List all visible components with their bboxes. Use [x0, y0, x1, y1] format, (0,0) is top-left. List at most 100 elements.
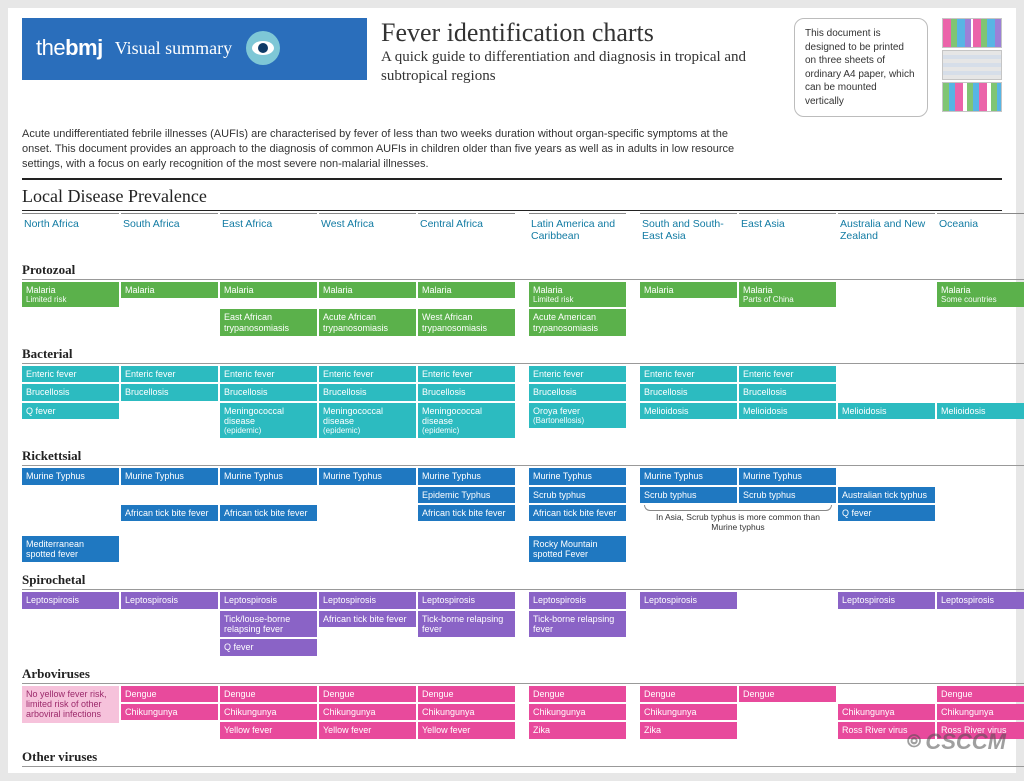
empty-cell	[739, 309, 836, 323]
disease-cell: Australian tick typhus	[838, 487, 935, 503]
disease-cell: Leptospirosis	[418, 592, 515, 608]
disease-cell: Zika	[640, 722, 737, 738]
disease-cell: Chikungunya	[838, 704, 935, 720]
disease-cell: Brucellosis	[739, 384, 836, 400]
visual-summary-label: Visual summary	[115, 38, 232, 59]
print-note: This document is designed to be printed …	[794, 18, 928, 117]
disease-cell: Brucellosis	[220, 384, 317, 400]
disease-cell: Malaria	[640, 282, 737, 298]
empty-cell	[739, 592, 836, 606]
disease-cell: Malaria	[418, 282, 515, 298]
page-thumbnails	[942, 18, 1002, 112]
disease-cell: Malaria	[121, 282, 218, 298]
empty-cell	[121, 536, 218, 550]
disease-cell: Brucellosis	[529, 384, 626, 400]
disease-cell: MalariaParts of China	[739, 282, 836, 308]
disease-cell: Murine Typhus	[319, 468, 416, 484]
empty-cell	[739, 639, 836, 653]
disease-cell: Oroya fever(Bartonellosis)	[529, 403, 626, 429]
column-header: Central Africa	[418, 213, 515, 240]
empty-cell	[739, 704, 836, 718]
empty-cell	[937, 384, 1024, 398]
disease-cell: Scrub typhus	[739, 487, 836, 503]
disease-cell: Malaria	[220, 282, 317, 298]
disease-cell: Yellow fever	[319, 722, 416, 738]
disease-cell: Murine Typhus	[739, 468, 836, 484]
empty-cell	[640, 536, 737, 550]
empty-cell	[529, 639, 626, 653]
empty-cell	[937, 505, 1024, 519]
empty-cell	[418, 639, 515, 653]
empty-cell	[220, 487, 317, 501]
column-header: Latin America and Caribbean	[529, 213, 626, 252]
category-label: Arboviruses	[22, 660, 1024, 684]
disease-cell: Brucellosis	[319, 384, 416, 400]
disease-cell: Melioidosis	[739, 403, 836, 419]
column-header: East Africa	[220, 213, 317, 240]
disease-cell: Murine Typhus	[220, 468, 317, 484]
empty-cell	[838, 309, 935, 323]
disease-cell: African tick bite fever	[319, 611, 416, 627]
empty-cell	[838, 686, 935, 700]
disease-cell: Tick-borne relapsing fever	[529, 611, 626, 638]
disease-cell: MalariaSome countries	[937, 282, 1024, 308]
empty-cell	[319, 536, 416, 550]
empty-cell	[22, 487, 119, 501]
empty-cell	[739, 611, 836, 625]
disease-cell: Ross River virus	[937, 722, 1024, 738]
prevalence-grid: North AfricaSouth AfricaEast AfricaWest …	[22, 213, 1002, 767]
disease-cell: Chikungunya	[319, 704, 416, 720]
disease-cell: Meningococcal disease(epidemic)	[319, 403, 416, 439]
disease-cell: Chikungunya	[640, 704, 737, 720]
empty-cell	[640, 611, 737, 625]
disease-cell: Yellow fever	[220, 722, 317, 738]
category-label: Protozoal	[22, 256, 1024, 280]
disease-cell: Chikungunya	[418, 704, 515, 720]
disease-cell: Enteric fever	[739, 366, 836, 382]
disease-cell: Leptospirosis	[121, 592, 218, 608]
disease-cell: African tick bite fever	[529, 505, 626, 521]
disease-cell: Murine Typhus	[529, 468, 626, 484]
disease-cell: Leptospirosis	[640, 592, 737, 608]
disease-cell: Chikungunya	[220, 704, 317, 720]
header: thebmj Visual summary Fever identificati…	[22, 18, 1002, 117]
thumbnail-3	[942, 82, 1002, 112]
disease-cell: Brucellosis	[418, 384, 515, 400]
empty-cell	[121, 487, 218, 501]
disease-cell: No yellow fever risk, limited risk of ot…	[22, 686, 119, 723]
disease-cell: Enteric fever	[121, 366, 218, 382]
disease-cell: Melioidosis	[937, 403, 1024, 419]
empty-cell	[22, 611, 119, 625]
title-block: Fever identification charts A quick guid…	[381, 18, 780, 86]
disease-cell: Enteric fever	[22, 366, 119, 382]
section-title: Local Disease Prevalence	[22, 186, 1002, 207]
empty-cell	[838, 639, 935, 653]
column-header: West Africa	[319, 213, 416, 240]
disease-cell: Meningococcal disease(epidemic)	[418, 403, 515, 439]
rule-under-section	[22, 210, 1002, 211]
disease-cell: African tick bite fever	[418, 505, 515, 521]
column-header: South and South-East Asia	[640, 213, 737, 252]
disease-cell: Rocky Mountain spotted Fever	[529, 536, 626, 563]
disease-cell: Q fever	[838, 505, 935, 521]
disease-cell: Murine Typhus	[640, 468, 737, 484]
empty-cell	[838, 468, 935, 482]
category-label: Other viruses	[22, 743, 1024, 767]
empty-cell	[739, 722, 836, 736]
empty-cell	[937, 468, 1024, 482]
disease-cell: Murine Typhus	[22, 468, 119, 484]
disease-cell: Yellow fever	[418, 722, 515, 738]
disease-cell: Q fever	[220, 639, 317, 655]
thumbnail-1	[942, 18, 1002, 48]
empty-cell	[937, 487, 1024, 501]
empty-cell	[121, 722, 218, 736]
thumbnail-2	[942, 50, 1002, 80]
disease-cell: Enteric fever	[640, 366, 737, 382]
disease-cell: Enteric fever	[319, 366, 416, 382]
disease-cell: Brucellosis	[640, 384, 737, 400]
empty-cell	[319, 505, 416, 519]
disease-cell: Brucellosis	[22, 384, 119, 400]
disease-cell: Chikungunya	[937, 704, 1024, 720]
disease-cell: Ross River virus	[838, 722, 935, 738]
empty-cell	[838, 536, 935, 550]
